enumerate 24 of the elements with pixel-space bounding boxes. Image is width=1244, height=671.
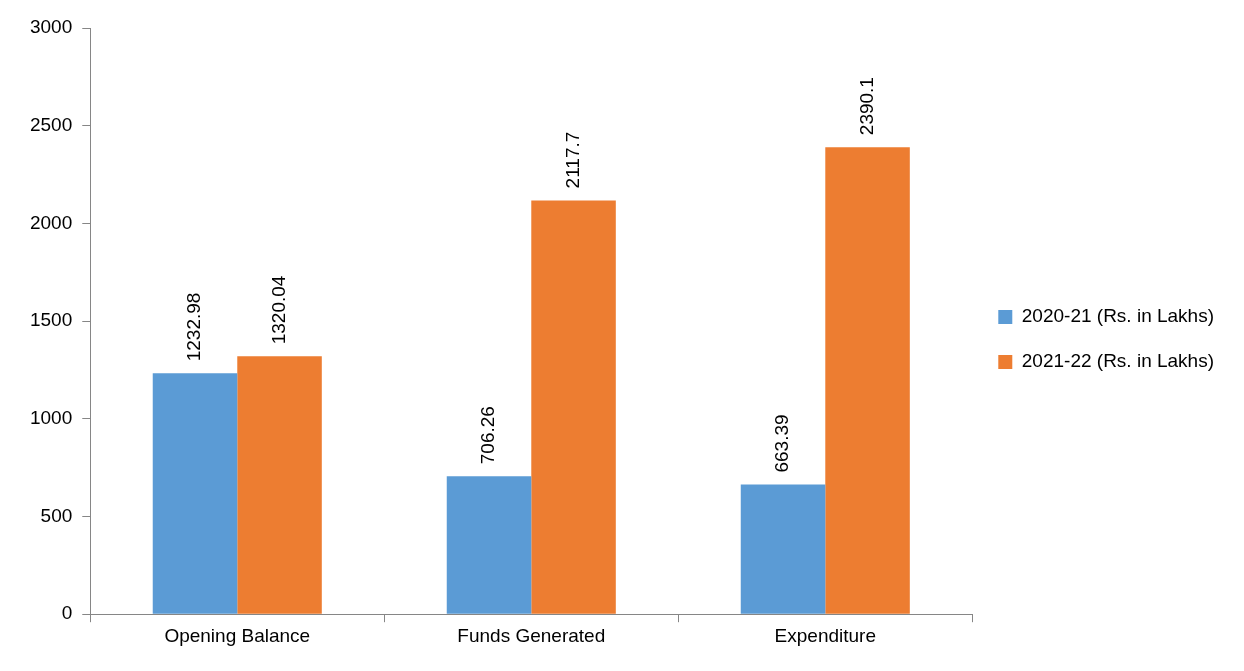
data-label: 1320.04 [267,275,289,345]
x-tick-label: Funds Generated [457,624,606,646]
y-tick-label: 2500 [29,113,73,135]
y-tick-label: 3000 [29,16,73,38]
data-label: 2390.1 [855,77,877,136]
y-tick-label: 500 [40,504,73,526]
data-label: 706.26 [477,406,499,465]
bar [152,373,238,614]
bar [531,200,616,614]
y-tick-label: 2000 [29,211,73,233]
legend-label: 2021-22 (Rs. in Lakhs) [1021,350,1215,372]
bar [825,147,910,614]
y-tick-label: 1000 [29,407,73,429]
x-tick-label: Expenditure [774,624,876,646]
bar [740,484,826,614]
data-label: 1232.98 [183,292,205,362]
bar [237,356,322,614]
x-tick-label: Opening Balance [164,624,311,646]
bar [446,476,532,614]
legend-label: 2020-21 (Rs. in Lakhs) [1021,305,1215,327]
y-tick-label: 0 [61,602,73,624]
data-label: 663.39 [771,414,793,473]
data-label: 2117.7 [561,131,583,189]
y-tick-label: 1500 [29,309,73,331]
